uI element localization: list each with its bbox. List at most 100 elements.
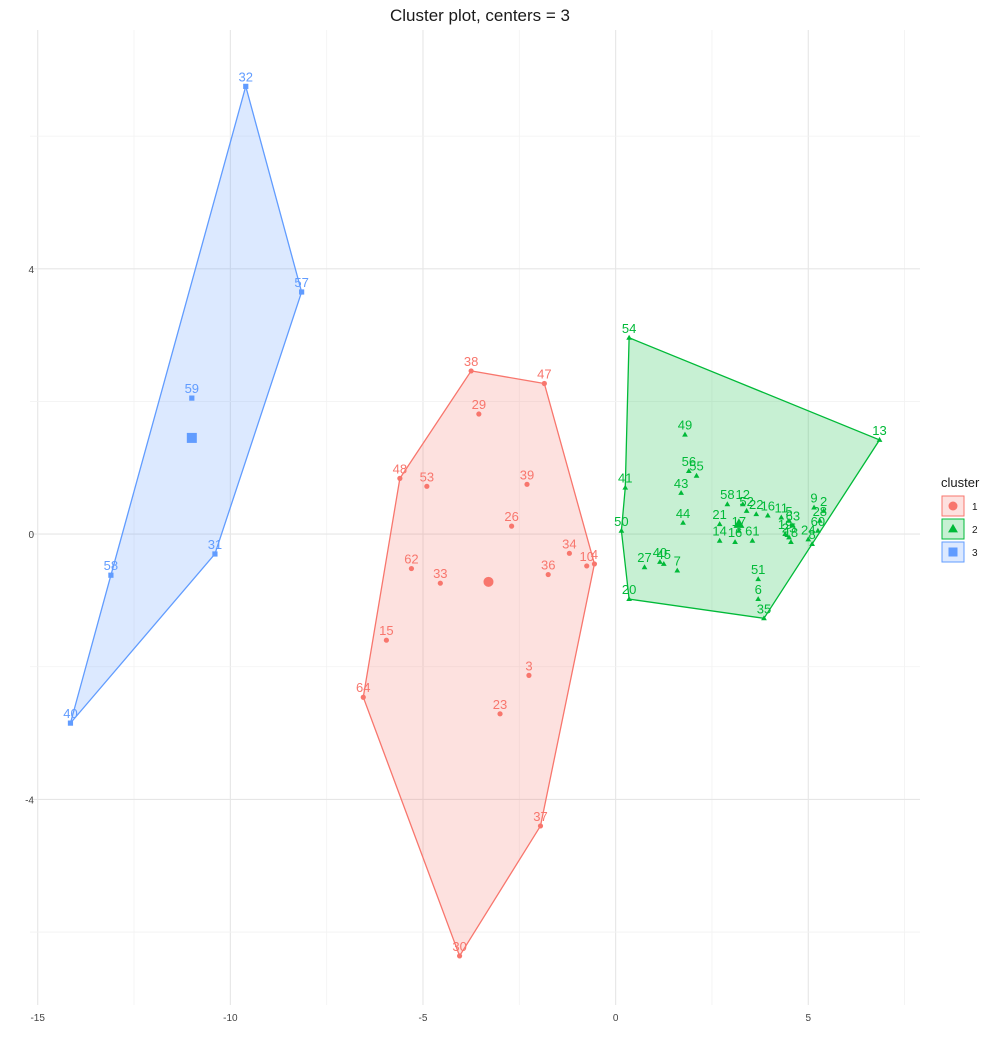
cluster-1-point — [360, 694, 366, 700]
cluster-2-point — [786, 517, 792, 523]
cluster-2-point — [641, 564, 648, 570]
point-label: 31 — [208, 537, 222, 552]
cluster-1-point — [524, 481, 530, 487]
chart-title: Cluster plot, centers = 3 — [390, 6, 570, 25]
legend-label: 3 — [972, 548, 978, 559]
point-label: 6 — [755, 582, 762, 597]
cluster-1-point — [468, 368, 474, 374]
point-label: 11 — [775, 501, 789, 516]
cluster-2-point — [816, 517, 823, 523]
point-label: 54 — [622, 321, 636, 336]
point-label: 16 — [728, 525, 742, 540]
point-label: 61 — [745, 524, 759, 539]
cluster-2-point — [716, 521, 723, 527]
cluster-1-point — [476, 411, 482, 417]
cluster-3-point — [108, 572, 114, 578]
point-label: 2 — [820, 494, 827, 509]
cluster-2-point — [626, 596, 632, 602]
cluster-1-point — [437, 580, 443, 586]
point-label: 18 — [784, 525, 798, 540]
point-label: 23 — [493, 697, 507, 712]
point-label: 62 — [404, 552, 418, 567]
point-label: 28 — [813, 504, 827, 519]
point-label: 13 — [872, 423, 886, 438]
point-label: 27 — [637, 550, 651, 565]
cluster-3-point — [212, 551, 218, 557]
cluster-2-point — [680, 519, 686, 525]
point-label: 53 — [420, 469, 434, 484]
legend-entry-1: 1 — [941, 495, 978, 517]
point-label: 49 — [678, 418, 692, 433]
point-label: 47 — [537, 367, 551, 382]
cluster-2-point — [782, 531, 789, 537]
cluster-hull-1 — [362, 370, 596, 958]
cluster-1-point — [509, 523, 515, 529]
point-label: 32 — [239, 69, 253, 84]
cluster-2-point — [618, 527, 625, 533]
point-label: 17 — [732, 514, 746, 529]
x-tick-label: -10 — [223, 1013, 238, 1024]
y-tick-label: -4 — [25, 795, 34, 806]
cluster-1-point — [526, 672, 532, 678]
data-points — [67, 83, 883, 959]
point-label: 21 — [712, 507, 726, 522]
cluster-1-point — [383, 637, 389, 643]
cluster-2-point — [764, 512, 771, 518]
cluster-2-point — [805, 536, 812, 542]
cluster-1-point — [497, 711, 503, 717]
y-axis-ticks: -4 0 4 — [25, 265, 34, 807]
cluster-3-point — [67, 720, 74, 726]
point-label: 7 — [674, 554, 681, 569]
point-label: 33 — [433, 566, 447, 581]
y-tick-label: 0 — [28, 530, 34, 541]
legend-square-icon — [948, 547, 958, 557]
cluster-2-point — [739, 501, 746, 507]
cluster-2-point — [724, 501, 731, 507]
point-label: 40 — [63, 706, 77, 721]
point-label: 12 — [736, 487, 750, 502]
cluster-3-center — [186, 432, 197, 443]
point-label: 20 — [622, 582, 636, 597]
cluster-2-point — [811, 504, 817, 510]
cluster-2-point — [685, 468, 692, 474]
point-label: 36 — [541, 558, 555, 573]
point-label: 25 — [782, 520, 796, 535]
cluster-2-point — [809, 541, 815, 547]
cluster-1-center — [483, 576, 494, 587]
point-label: 45 — [657, 547, 671, 562]
point-label: 15 — [379, 623, 393, 638]
point-label: 58 — [104, 558, 118, 573]
cluster-2-point — [755, 576, 762, 582]
y-tick-label: 4 — [28, 265, 34, 276]
legend-entry-2: 2 — [941, 518, 978, 540]
x-tick-label: 5 — [805, 1013, 811, 1024]
point-label: 41 — [618, 471, 632, 486]
point-label: 37 — [533, 809, 547, 824]
cluster-2-point — [626, 334, 632, 340]
point-label: 59 — [185, 381, 199, 396]
cluster-2-point — [716, 537, 723, 543]
cluster-1-point — [537, 823, 544, 829]
point-label: 60 — [811, 514, 825, 529]
legend-label: 1 — [972, 502, 978, 513]
point-label: 5 — [785, 504, 792, 519]
point-label: 51 — [751, 562, 765, 577]
cluster-2-point — [753, 511, 760, 517]
x-tick-label: -5 — [419, 1013, 428, 1024]
cluster-2-point — [749, 537, 756, 543]
cluster-2-point — [674, 567, 681, 573]
point-label: 57 — [294, 275, 308, 290]
cluster-1-point — [591, 561, 598, 567]
point-label: 3 — [525, 658, 532, 673]
point-label: 44 — [676, 506, 690, 521]
cluster-2-point — [732, 539, 738, 545]
legend: cluster 1 2 3 — [941, 475, 980, 563]
x-tick-label: -15 — [30, 1013, 45, 1024]
cluster-2-point — [761, 615, 767, 621]
cluster-3-point — [299, 289, 305, 295]
cluster-2-point — [660, 560, 667, 566]
point-label: 38 — [464, 354, 478, 369]
legend-triangle-icon — [948, 523, 958, 533]
point-label: 8 — [809, 527, 816, 542]
